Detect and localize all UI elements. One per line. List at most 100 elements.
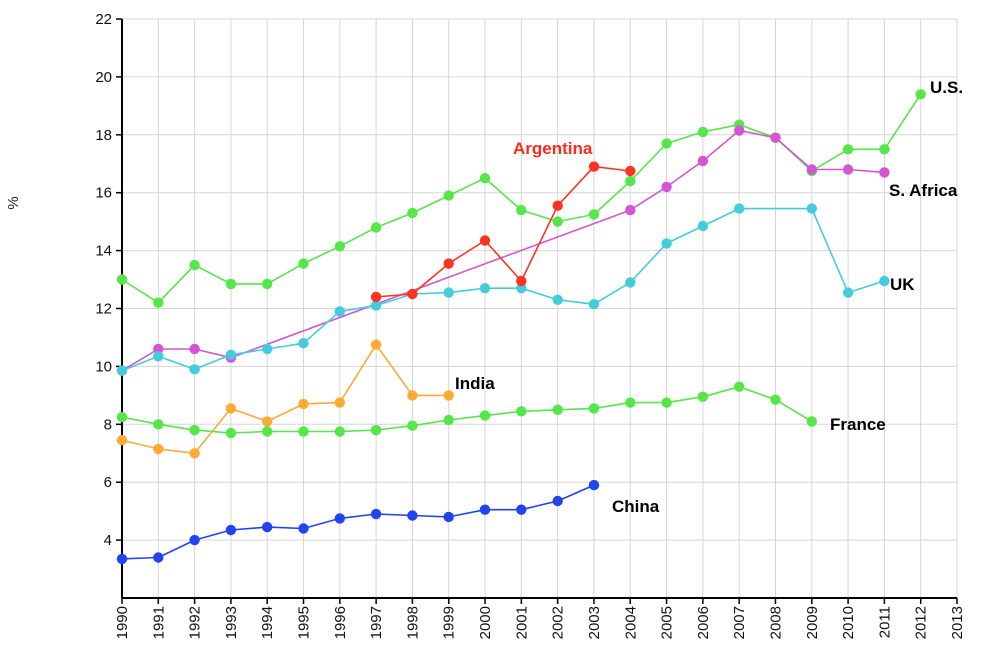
data-point-france bbox=[189, 424, 200, 436]
y-tick-label: 4 bbox=[104, 532, 112, 549]
series-uk bbox=[116, 203, 890, 376]
data-point-china bbox=[516, 504, 527, 515]
y-tick-label: 22 bbox=[95, 11, 112, 28]
data-point-uk bbox=[334, 306, 345, 317]
series-group bbox=[116, 89, 926, 565]
data-point-s-africa bbox=[625, 204, 636, 216]
x-tick-label: 1999 bbox=[441, 606, 458, 639]
data-point-china bbox=[262, 521, 273, 533]
data-point-u-s bbox=[879, 144, 890, 155]
data-point-france bbox=[407, 420, 418, 431]
series-line-france bbox=[121, 385, 813, 434]
data-point-u-s bbox=[370, 222, 382, 233]
x-tick-label: 1997 bbox=[368, 606, 385, 639]
series-label-china: China bbox=[612, 497, 660, 516]
data-point-india bbox=[116, 435, 128, 446]
y-tick-label: 8 bbox=[104, 416, 112, 433]
series-line-uk bbox=[121, 207, 885, 372]
data-point-argentina bbox=[625, 165, 636, 177]
y-tick-label: 18 bbox=[95, 127, 112, 144]
x-tick-label: 2000 bbox=[477, 606, 494, 639]
y-tick-label: 10 bbox=[95, 358, 112, 375]
data-point-china bbox=[588, 479, 600, 491]
data-point-s-africa bbox=[842, 164, 854, 175]
x-tick-label: 1991 bbox=[150, 606, 167, 639]
data-point-china bbox=[298, 523, 309, 534]
data-point-india bbox=[370, 339, 382, 350]
data-point-uk bbox=[588, 299, 600, 310]
data-point-france bbox=[225, 427, 237, 439]
data-point-france bbox=[370, 424, 382, 436]
data-point-s-africa bbox=[189, 343, 200, 355]
data-point-france bbox=[298, 426, 309, 437]
series-india bbox=[116, 339, 454, 459]
series-label-uk: UK bbox=[890, 275, 915, 294]
series-label-u-s: U.S. bbox=[930, 78, 963, 97]
data-point-s-africa bbox=[153, 343, 164, 355]
x-tick-label: 1992 bbox=[187, 606, 204, 639]
data-point-u-s bbox=[225, 278, 237, 290]
data-point-s-africa bbox=[770, 132, 781, 143]
data-point-u-s bbox=[588, 209, 600, 220]
x-tick-label: 2006 bbox=[695, 606, 712, 639]
y-tick-label: 12 bbox=[95, 301, 112, 318]
data-point-u-s bbox=[116, 274, 128, 285]
x-tick-label: 1990 bbox=[114, 606, 131, 639]
series-label-s-africa: S. Africa bbox=[889, 181, 958, 200]
data-point-india bbox=[189, 448, 200, 459]
data-point-uk bbox=[734, 203, 745, 214]
y-axis-title: % bbox=[5, 196, 22, 209]
data-point-china bbox=[189, 534, 200, 546]
series-line-argentina bbox=[376, 165, 631, 298]
series-china bbox=[116, 479, 600, 565]
y-tick-label: 14 bbox=[95, 243, 112, 260]
series-line-s-africa bbox=[121, 129, 885, 372]
series-label-france: France bbox=[830, 415, 886, 434]
series-line-china bbox=[121, 484, 595, 560]
x-tick-label: 2010 bbox=[840, 606, 857, 639]
data-point-france bbox=[443, 414, 454, 426]
axes: 1990 1991 1992 1993 1994 1995 1996 1997 1998 1999… bbox=[95, 11, 966, 639]
x-tick-label: 1994 bbox=[259, 606, 276, 639]
series-label-argentina: Argentina bbox=[513, 139, 593, 158]
data-point-s-africa bbox=[734, 125, 745, 136]
data-point-uk bbox=[552, 294, 563, 305]
y-tick-label: 16 bbox=[95, 185, 112, 202]
data-point-china bbox=[479, 504, 491, 515]
data-point-uk bbox=[153, 351, 164, 362]
data-point-u-s bbox=[479, 173, 491, 184]
data-point-u-s bbox=[298, 258, 309, 269]
data-point-france bbox=[334, 426, 345, 437]
data-point-china bbox=[443, 511, 454, 523]
data-point-france bbox=[262, 426, 273, 437]
data-point-s-africa bbox=[661, 181, 672, 193]
data-point-argentina bbox=[370, 291, 382, 303]
x-tick-label: 1996 bbox=[332, 606, 349, 639]
data-point-uk bbox=[661, 238, 672, 249]
data-point-u-s bbox=[697, 126, 709, 138]
data-point-india bbox=[262, 416, 273, 427]
y-tick-label: 20 bbox=[95, 69, 112, 86]
x-tick-label: 1993 bbox=[223, 606, 240, 639]
x-tick-label: 2003 bbox=[586, 606, 603, 639]
data-point-argentina bbox=[479, 235, 491, 246]
data-point-s-africa bbox=[879, 167, 890, 178]
data-point-argentina bbox=[407, 288, 418, 300]
data-point-france bbox=[153, 419, 164, 430]
series-labels: U.S. S. Africa UK Argentina India France China bbox=[455, 78, 963, 516]
data-point-uk bbox=[116, 365, 128, 376]
series-argentina bbox=[370, 161, 636, 303]
data-point-uk bbox=[879, 275, 890, 287]
data-point-u-s bbox=[842, 144, 854, 155]
x-tick-label: 2007 bbox=[731, 606, 748, 639]
data-point-china bbox=[116, 553, 128, 565]
series-s-africa bbox=[116, 125, 890, 376]
data-point-uk bbox=[842, 287, 854, 298]
y-tick-label: 6 bbox=[104, 474, 112, 491]
data-point-china bbox=[370, 508, 382, 520]
data-point-china bbox=[153, 552, 164, 563]
series-france bbox=[116, 381, 817, 439]
x-tick-label: 2002 bbox=[550, 606, 567, 639]
x-tick-label: 2004 bbox=[622, 606, 639, 639]
data-point-india bbox=[225, 403, 237, 414]
